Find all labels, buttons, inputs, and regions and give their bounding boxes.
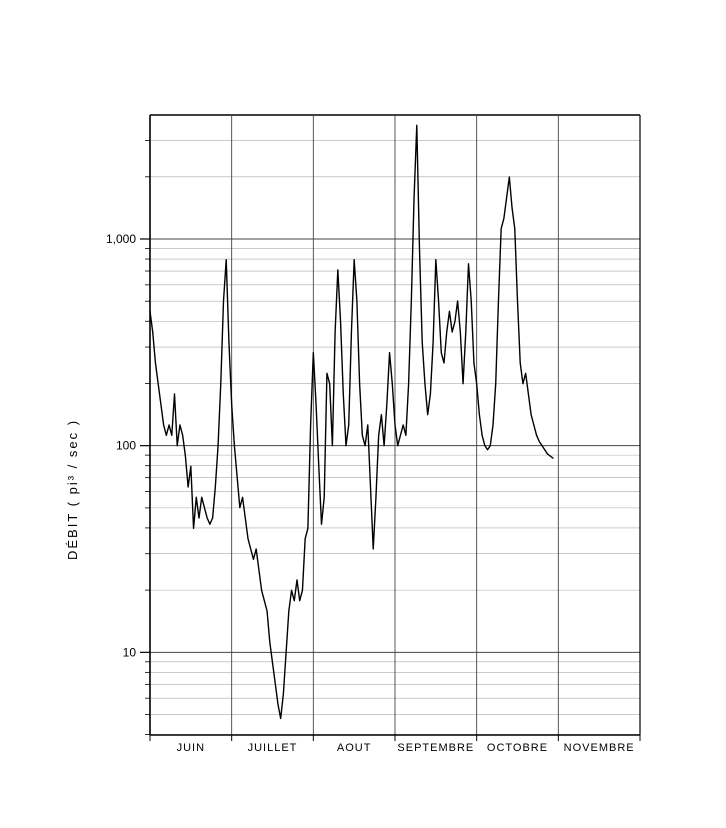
- y-tick-label: 100: [116, 439, 136, 453]
- y-tick-label: 1,000: [106, 232, 136, 246]
- x-month-label: OCTOBRE: [487, 742, 548, 754]
- x-month-label: SEPTEMBRE: [397, 742, 474, 754]
- x-month-label: AOUT: [337, 742, 372, 754]
- flow-chart: 10 100 1,000 JUIN JUILLET AOUT SEPTEMBRE OCTOBR…: [0, 0, 726, 828]
- y-axis-label: DÉBIT ( pi³ / sec ): [65, 419, 80, 560]
- flow-series-line: [150, 125, 553, 718]
- page: 10 100 1,000 JUIN JUILLET AOUT SEPTEMBRE OCTOBR…: [0, 0, 726, 828]
- y-tick-label: 10: [123, 645, 137, 659]
- x-month-label: JUILLET: [248, 742, 298, 754]
- x-month-label: JUIN: [177, 742, 205, 754]
- flow-chart-svg: 10 100 1,000 JUIN JUILLET AOUT SEPTEMBRE OCTOBR…: [0, 0, 726, 828]
- x-month-label: NOVEMBRE: [564, 742, 635, 754]
